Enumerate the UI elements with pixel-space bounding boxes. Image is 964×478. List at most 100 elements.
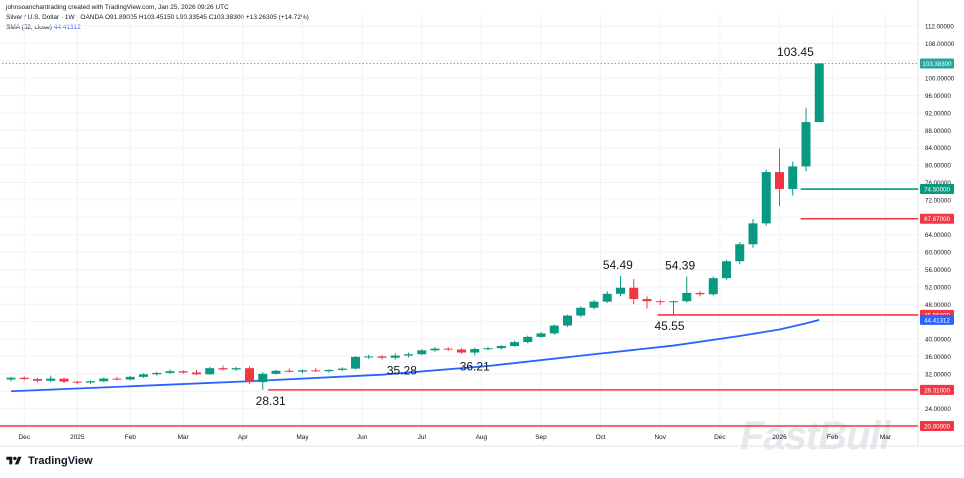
candle [510,340,519,347]
candle [748,219,758,248]
candle [629,279,639,305]
candle-body [695,292,705,295]
candle-body [59,378,69,382]
candle-body [814,63,824,123]
price-tag-bg [920,421,954,431]
candle-body [602,293,612,302]
candle-body [72,381,82,383]
tradingview-logo-icon [6,456,22,465]
candle-body [377,356,387,358]
price-annotation: 54.49 [603,258,633,272]
price-tick-label: 72.00000 [925,197,951,204]
candle-body [46,378,56,381]
candle-body [311,370,321,372]
time-tick-label: Mar [880,434,892,441]
time-tick-label: 2025 [70,434,85,441]
header-sma-legend: SMA (52, close) 44.41312 [6,23,309,33]
candle-body [616,287,625,294]
candle [483,346,493,351]
price-axis: 112.00000108.00000104.00000100.0000096.0… [925,24,955,431]
candle [258,372,268,390]
candle-body [589,301,599,308]
price-tick-label: 64.00000 [925,232,951,239]
candle-body [125,376,135,380]
candle [59,378,69,383]
candle-body [576,307,586,316]
candle [46,375,56,383]
candle-body [417,350,427,355]
candle-body [563,315,572,326]
price-tick-label: 40.00000 [925,337,951,344]
candle-body [284,370,294,372]
time-tick-label: Dec [714,434,726,441]
candle-body [735,244,745,262]
candle [523,335,533,344]
candle-body [536,333,546,337]
price-tag-bg [920,384,954,395]
price-tag-bg [920,184,954,195]
price-tick-label: 48.00000 [925,302,951,309]
candle-body [324,369,334,372]
candle-body [549,325,559,334]
candle-body [430,348,440,351]
price-tick-label: 100.00000 [925,76,955,83]
time-tick-label: Apr [238,434,249,441]
candle [470,347,480,356]
price-tick-label: 88.00000 [925,128,951,135]
candle [443,347,453,351]
candle [576,306,586,318]
time-tick-label: Jun [357,434,368,441]
candle [178,370,188,374]
candle [125,376,135,381]
price-tick-label: 96.00000 [925,93,951,100]
price-tick-label: 92.00000 [925,110,951,117]
candle [417,349,427,356]
candle-body [708,278,718,295]
candle-body [404,354,413,356]
candle-body [457,349,466,353]
candle [669,300,678,315]
candle-body [761,172,771,224]
candle-body [298,370,307,372]
candle [563,314,572,327]
candle [218,365,228,371]
candle-body [748,223,758,245]
candle-body [192,372,201,375]
price-annotation: 45.55 [655,319,685,333]
candle [298,369,307,373]
candle-body [337,368,347,370]
price-tick-label: 36.00000 [925,354,951,361]
candle-body [443,348,453,350]
candle [814,63,824,123]
price-tag-label: 103.38300 [922,61,952,68]
time-tick-label: Nov [654,434,666,441]
candle-body [483,348,493,350]
candle [377,355,387,360]
candle [231,366,241,371]
candle [271,369,281,375]
candle [589,299,599,310]
price-tick-label: 108.00000 [925,41,955,48]
candle [430,346,440,352]
candle-body [496,346,506,349]
price-annotation: 36.21 [460,360,490,374]
price-annotation: 28.31 [256,394,286,408]
candle [284,368,294,373]
price-annotation: 103.45 [777,45,814,59]
price-tag-label: 28.31000 [924,387,950,394]
header-attribution: johnsoanchantrading created with Trading… [6,4,229,11]
candle-body [775,172,784,190]
candle [192,369,201,376]
price-tags: 103.3830074.5000067.6700045.5500028.3100… [920,58,954,431]
price-annotation: 54.39 [665,258,695,272]
time-axis: Dec 2025 Feb Mar Apr May Jun Jul Aug Sep Oct Nov Dec… [18,434,891,441]
time-tick-label: Feb [125,434,137,441]
candle-body [801,122,811,167]
time-tick-label: Sep [535,434,547,441]
candle [351,356,360,370]
price-tag-label: 44.41312 [924,317,950,324]
candle [324,369,334,373]
candle [19,376,29,381]
candle-body [788,166,798,190]
